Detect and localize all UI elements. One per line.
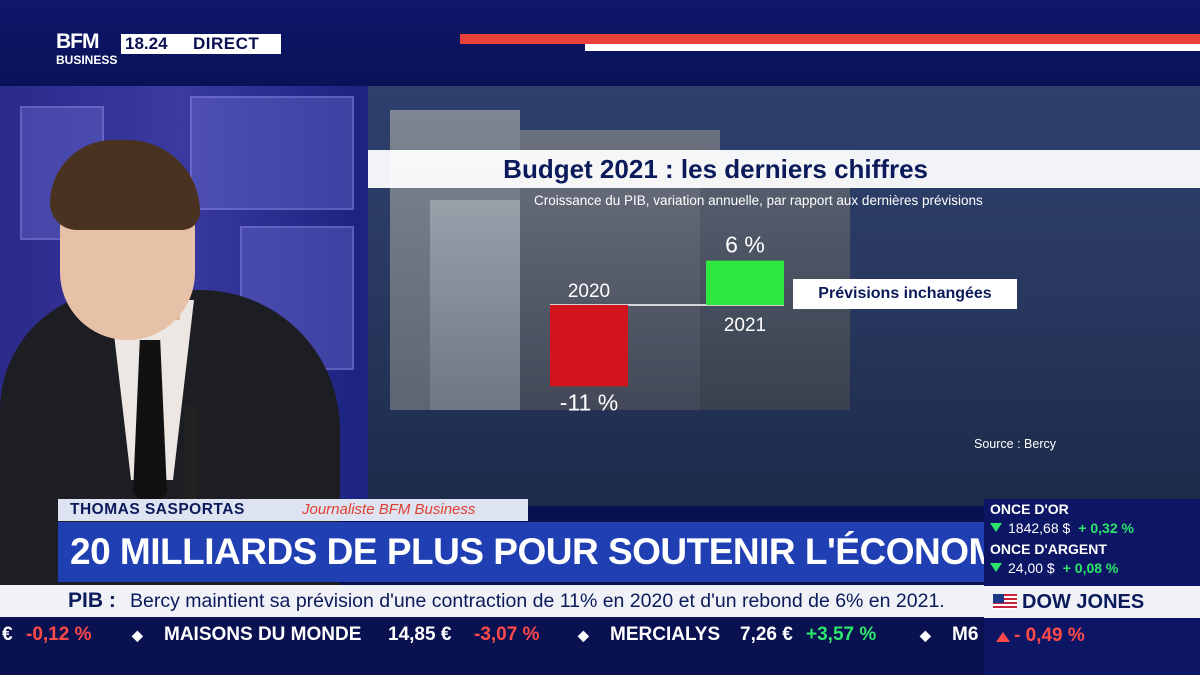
- gold-value: 1842,68 $: [1008, 520, 1071, 536]
- ticker-stock-name: M6: [952, 624, 979, 645]
- ticker-change: -0,12 %: [26, 624, 92, 645]
- ticker-stock-name: MAISONS DU MONDE: [164, 624, 362, 645]
- chart-annotation: Prévisions inchangées: [793, 279, 1017, 309]
- down-arrow-icon: [996, 632, 1010, 642]
- category-label: 2020: [568, 281, 610, 302]
- ticker-separator-icon: ◆: [578, 627, 589, 643]
- dow-bar: [984, 586, 1200, 618]
- reporter-role: Journaliste BFM Business: [302, 501, 476, 518]
- gold-row: 1842,68 $ + 0,32 %: [990, 520, 1134, 536]
- silver-row: 24,00 $ + 0,08 %: [990, 560, 1118, 576]
- silver-label: ONCE D'ARGENT: [990, 541, 1107, 557]
- microphone: [185, 405, 197, 505]
- ticker-change: +3,57 %: [806, 624, 877, 645]
- ticker-price: 14,85 €: [388, 624, 452, 645]
- logo-line1: BFM: [56, 30, 100, 53]
- gold-label: ONCE D'OR: [990, 501, 1069, 517]
- us-flag-icon: [993, 594, 1017, 610]
- category-label: 2021: [724, 315, 766, 336]
- info-bar: [0, 585, 984, 617]
- ticker-item: €: [2, 624, 13, 645]
- presenter-tie: [133, 340, 167, 510]
- silver-change: + 0,08 %: [1062, 560, 1119, 576]
- ticker-price: 7,26 €: [740, 624, 793, 645]
- clock-time: 18.24: [125, 34, 168, 53]
- ticker-stock-name: MERCIALYS: [610, 624, 721, 645]
- ticker-separator-icon: ◆: [132, 627, 143, 643]
- dow-label: DOW JONES: [1022, 591, 1145, 613]
- ticker-change: -3,07 %: [474, 624, 540, 645]
- info-text: Bercy maintient sa prévision d'une contr…: [130, 590, 945, 612]
- live-status: DIRECT: [193, 34, 260, 53]
- bar-2021: [706, 260, 784, 305]
- arrow-icon: [990, 523, 1002, 532]
- chart-title-band: [368, 150, 1200, 188]
- chart-source: Source : Bercy: [974, 437, 1056, 451]
- arrow-icon: [990, 563, 1002, 572]
- gold-change: + 0,32 %: [1078, 520, 1134, 536]
- reporter-strip: [58, 499, 528, 521]
- bar-chart: -11 % 2020 6 % 2021: [550, 232, 784, 415]
- studio-window: [190, 96, 354, 210]
- stock-ticker: € -0,12 % ◆ MAISONS DU MONDE 14,85 € -3,…: [0, 620, 984, 650]
- reporter-name: THOMAS SASPORTAS: [70, 501, 245, 518]
- dow-change: - 0,49 %: [1014, 625, 1085, 646]
- headline-bar: [58, 522, 984, 582]
- top-white-line: [585, 44, 1200, 51]
- ticker-separator-icon: ◆: [920, 627, 931, 643]
- silver-value: 24,00 $: [1008, 560, 1055, 576]
- live-clock-badge: 18.24 DIRECT: [121, 34, 281, 54]
- value-label: -11 %: [560, 389, 618, 415]
- logo-line2: BUSINESS: [56, 53, 118, 67]
- chart-subtitle: Croissance du PIB, variation annuelle, p…: [534, 193, 983, 208]
- channel-logo: BFM BUSINESS: [56, 30, 118, 72]
- info-label: PIB :: [68, 589, 116, 612]
- top-red-line: [460, 34, 1200, 44]
- chart-title: Budget 2021 : les derniers chiffres: [503, 154, 928, 184]
- headline: 20 MILLIARDS DE PLUS POUR SOUTENIR L'ÉCO…: [70, 531, 1033, 572]
- value-label: 6 %: [725, 232, 765, 258]
- bar-2020: [550, 305, 628, 387]
